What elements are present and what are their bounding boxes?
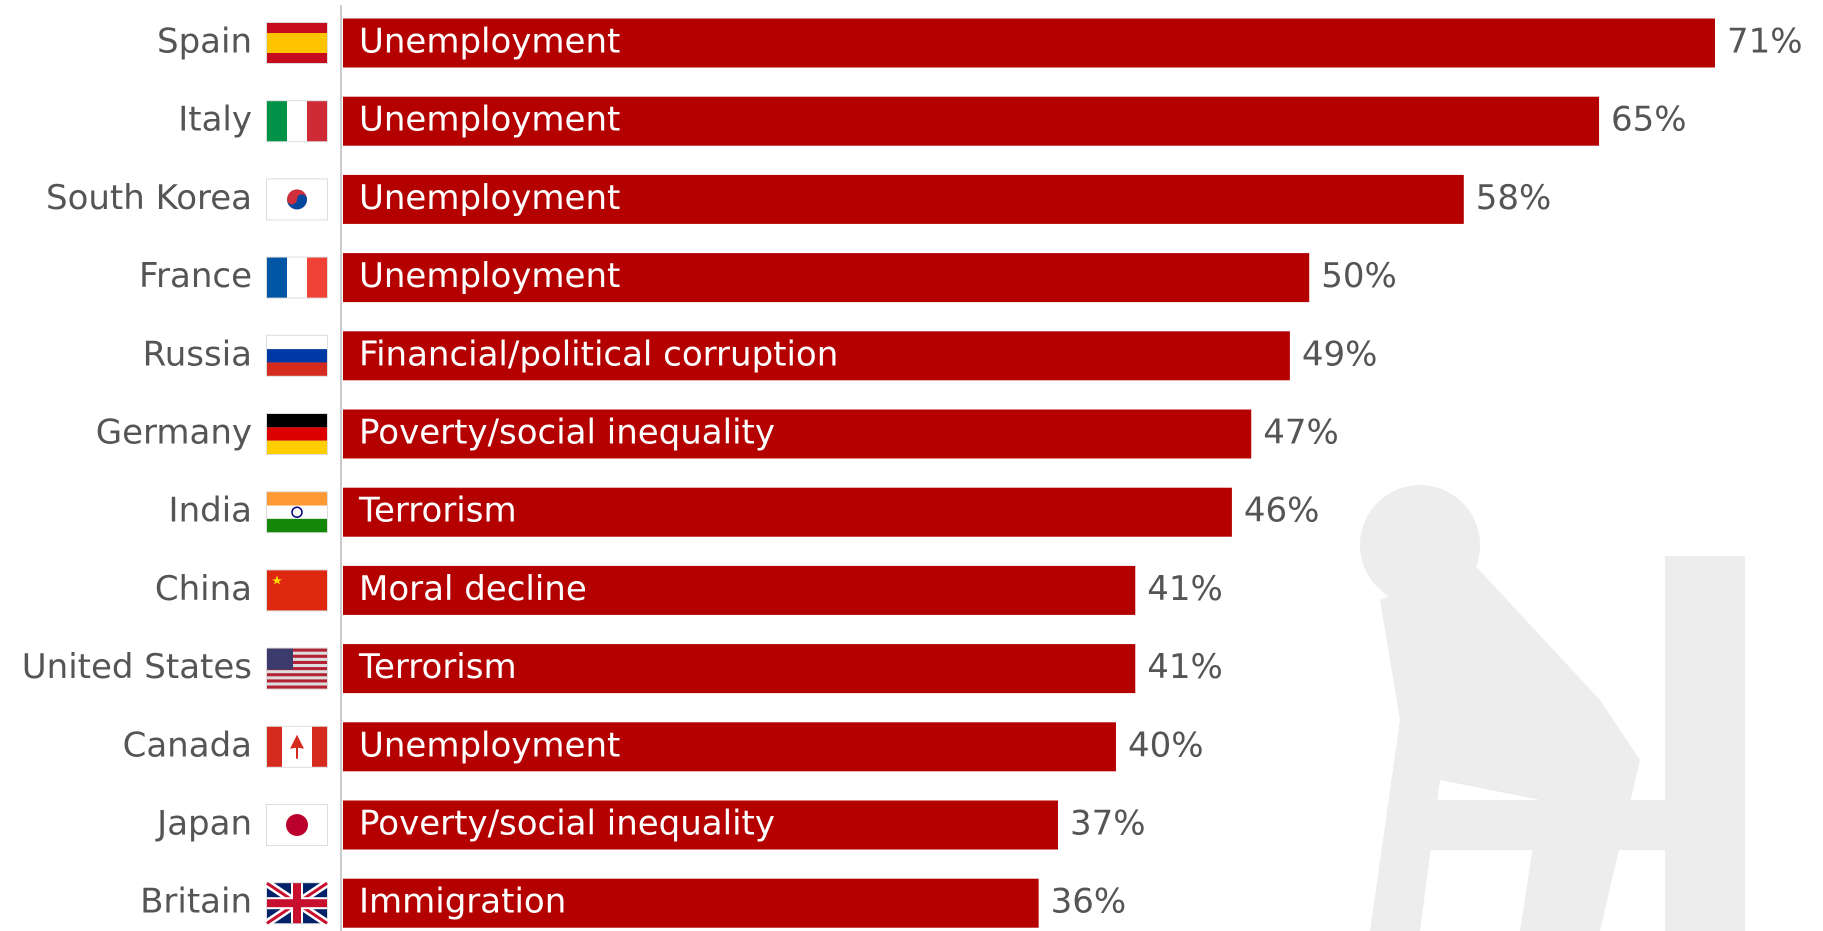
bar-label: Poverty/social inequality bbox=[359, 804, 775, 844]
flag-part bbox=[267, 726, 282, 767]
category-label: Canada bbox=[123, 725, 252, 765]
flag-part bbox=[267, 33, 327, 53]
bar-label: Unemployment bbox=[359, 100, 620, 140]
flag-part bbox=[272, 575, 282, 585]
flag-part bbox=[267, 492, 327, 506]
flags bbox=[264, 22, 330, 927]
flag-part bbox=[287, 257, 307, 298]
bar-label: Poverty/social inequality bbox=[359, 413, 775, 453]
value-label: 40% bbox=[1128, 725, 1204, 765]
value-label: 50% bbox=[1321, 256, 1397, 296]
bar bbox=[343, 96, 1600, 146]
flag bbox=[266, 22, 328, 64]
value-label: 41% bbox=[1147, 569, 1223, 609]
bar bbox=[343, 644, 1136, 694]
value-label: 46% bbox=[1244, 491, 1320, 531]
flag bbox=[266, 256, 328, 299]
bar-label: Immigration bbox=[359, 882, 566, 922]
bar bbox=[343, 565, 1136, 615]
flag-part bbox=[267, 518, 327, 533]
flag-part bbox=[267, 440, 327, 454]
flag-part bbox=[307, 101, 327, 142]
flag-part bbox=[267, 648, 293, 670]
bar bbox=[343, 18, 1715, 68]
flag-part bbox=[267, 362, 327, 376]
flag-part bbox=[267, 685, 327, 689]
flag-part bbox=[287, 194, 307, 210]
flag bbox=[266, 334, 328, 377]
bar bbox=[343, 800, 1058, 850]
flag bbox=[266, 804, 328, 846]
category-label: United States bbox=[22, 647, 252, 687]
category-label: South Korea bbox=[46, 178, 252, 218]
bar bbox=[343, 253, 1310, 303]
bar-label: Moral decline bbox=[359, 569, 587, 609]
value-label: 49% bbox=[1302, 334, 1378, 374]
flag bbox=[266, 647, 328, 690]
flag-part bbox=[267, 335, 327, 350]
flag bbox=[266, 100, 328, 143]
flag-part bbox=[267, 427, 327, 441]
flag-part bbox=[267, 899, 327, 908]
bar-label: Unemployment bbox=[359, 256, 620, 296]
flag-part bbox=[267, 570, 327, 611]
flag-part bbox=[267, 660, 327, 664]
value-label: 41% bbox=[1147, 647, 1223, 687]
bar-label: Financial/political corruption bbox=[359, 334, 838, 374]
category-label: France bbox=[139, 256, 252, 296]
bar bbox=[343, 722, 1116, 772]
flag bbox=[266, 178, 328, 221]
flag-part bbox=[307, 257, 327, 298]
flag-part bbox=[287, 101, 307, 142]
bar bbox=[343, 878, 1039, 928]
category-label: India bbox=[169, 491, 252, 531]
value-label: 36% bbox=[1051, 882, 1127, 922]
bar bbox=[343, 409, 1252, 459]
flag-part bbox=[267, 349, 327, 363]
flag-part bbox=[291, 506, 303, 518]
category-label: Spain bbox=[157, 22, 252, 62]
flag bbox=[266, 491, 328, 534]
flag bbox=[266, 725, 328, 768]
background-figure bbox=[1360, 485, 1745, 931]
category-label: China bbox=[155, 569, 252, 609]
flag-part bbox=[267, 648, 327, 652]
bar-label: Unemployment bbox=[359, 178, 620, 218]
bar bbox=[343, 174, 1464, 224]
flag-part bbox=[267, 667, 327, 671]
flag bbox=[266, 413, 328, 455]
category-label: Japan bbox=[155, 804, 252, 844]
value-label: 65% bbox=[1611, 100, 1687, 140]
category-label: Britain bbox=[140, 882, 252, 922]
flag-part bbox=[267, 257, 287, 298]
value-label: 58% bbox=[1476, 178, 1552, 218]
flag-part bbox=[290, 734, 304, 759]
category-label: Italy bbox=[178, 100, 252, 140]
bar-label: Terrorism bbox=[358, 647, 517, 687]
flag-part bbox=[312, 726, 327, 767]
bar bbox=[343, 487, 1232, 537]
bar bbox=[343, 331, 1290, 381]
flag bbox=[266, 569, 328, 612]
value-label: 71% bbox=[1727, 22, 1803, 62]
bar-label: Unemployment bbox=[359, 22, 620, 62]
value-label: 47% bbox=[1263, 413, 1339, 453]
flag-part bbox=[267, 673, 327, 677]
flag-part bbox=[286, 814, 308, 836]
flag-part bbox=[267, 414, 327, 428]
flag-part bbox=[267, 505, 327, 519]
category-label: Germany bbox=[96, 413, 252, 453]
flag-part bbox=[267, 679, 327, 683]
value-label: 37% bbox=[1070, 804, 1146, 844]
category-label: Russia bbox=[143, 334, 252, 374]
bar-label: Unemployment bbox=[359, 725, 620, 765]
flag bbox=[264, 879, 330, 927]
flag-part bbox=[267, 654, 327, 658]
flag-part bbox=[267, 101, 287, 142]
bar-label: Terrorism bbox=[358, 491, 517, 531]
